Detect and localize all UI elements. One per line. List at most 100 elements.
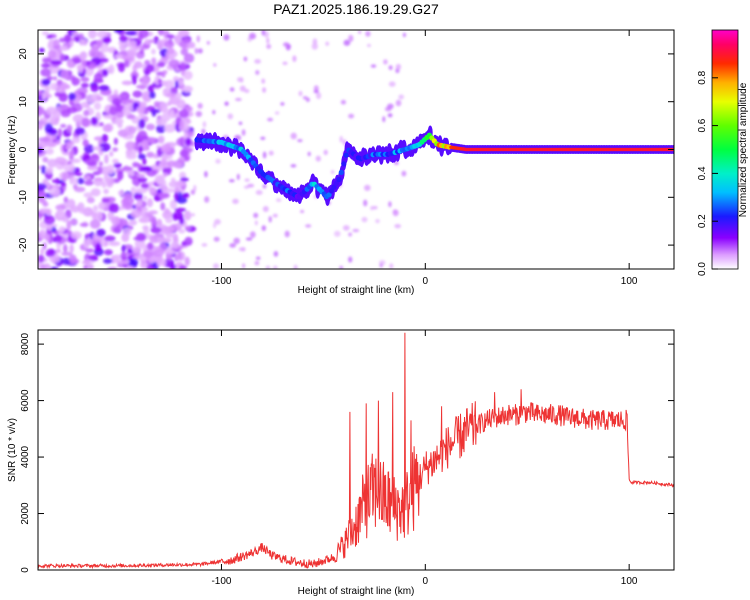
noise-blob — [139, 166, 151, 172]
noise-blob — [66, 106, 78, 114]
noise-blob — [45, 167, 54, 174]
noise-blob — [160, 237, 172, 243]
noise-blob — [106, 176, 115, 186]
noise-blob — [262, 184, 267, 189]
noise-blob — [388, 81, 396, 87]
noise-blob — [96, 228, 106, 237]
noise-blob — [276, 198, 282, 203]
noise-blob — [38, 117, 49, 127]
noise-blob — [39, 265, 48, 269]
noise-blob — [141, 76, 150, 87]
noise-blob — [387, 113, 393, 118]
noise-blob — [268, 216, 272, 223]
noise-blob — [163, 258, 175, 268]
noise-blob — [109, 106, 118, 116]
noise-blob — [273, 251, 279, 257]
noise-blob — [290, 164, 297, 168]
noise-blob — [45, 148, 54, 155]
noise-blob — [167, 160, 177, 168]
noise-blob — [136, 106, 145, 114]
noise-blob — [108, 203, 120, 214]
noise-blob — [52, 45, 61, 50]
noise-blob — [82, 139, 89, 147]
colorbar-tick-label: 0.4 — [697, 166, 708, 180]
noise-blob — [169, 109, 175, 119]
noise-blob — [69, 149, 75, 157]
noise-blob — [134, 238, 146, 249]
noise-blob — [261, 225, 266, 232]
noise-blob — [172, 233, 179, 243]
noise-blob — [104, 235, 116, 242]
noise-blob — [109, 151, 114, 157]
noise-blob — [113, 162, 122, 169]
noise-blob — [255, 256, 261, 260]
noise-blob — [168, 181, 181, 188]
noise-blob — [98, 85, 110, 91]
noise-blob — [388, 201, 392, 208]
snr-x-ticks: -100 0 100 — [211, 330, 638, 587]
noise-blob — [74, 186, 86, 193]
noise-blob — [339, 135, 343, 143]
noise-blob — [62, 243, 68, 254]
noise-blob — [161, 185, 169, 194]
noise-blob — [204, 171, 208, 178]
noise-blob — [112, 158, 119, 164]
noise-blob — [68, 92, 76, 101]
noise-blob — [38, 137, 50, 142]
ridge-core — [326, 192, 332, 198]
noise-blob — [98, 161, 103, 167]
noise-blob — [227, 113, 234, 120]
noise-blob — [184, 236, 193, 246]
noise-blob — [174, 92, 182, 100]
noise-blob — [147, 242, 154, 250]
noise-blob — [151, 57, 157, 65]
noise-blob — [88, 48, 99, 58]
noise-blob — [134, 61, 143, 69]
ridge-core — [331, 184, 337, 190]
noise-blob — [141, 207, 149, 212]
noise-blob — [113, 226, 121, 234]
noise-blob — [157, 135, 165, 144]
noise-blob — [98, 201, 107, 211]
noise-blob — [40, 248, 45, 255]
noise-blob — [195, 111, 203, 117]
noise-blob — [92, 44, 99, 49]
noise-blob — [156, 256, 162, 267]
noise-blob — [121, 80, 133, 86]
noise-blob — [265, 265, 271, 269]
noise-blob — [182, 38, 191, 43]
noise-blob — [128, 40, 137, 49]
noise-blob — [140, 183, 149, 189]
noise-blob — [102, 36, 112, 44]
noise-blob — [178, 229, 186, 234]
noise-blob — [167, 101, 172, 106]
noise-blob — [348, 113, 355, 119]
noise-blob — [142, 250, 154, 258]
noise-blob — [120, 251, 127, 261]
noise-blob — [147, 137, 156, 144]
colorbar-tick-label: 0.6 — [697, 118, 708, 132]
colorbar-label: Normalized spectral amplitude — [738, 82, 749, 217]
noise-blob — [183, 70, 193, 81]
noise-blob — [88, 30, 97, 39]
noise-blob — [50, 60, 63, 66]
noise-blob — [38, 141, 48, 149]
noise-blob — [170, 241, 180, 249]
noise-blob — [46, 34, 53, 39]
noise-blob — [59, 104, 68, 111]
noise-blob — [339, 265, 344, 269]
noise-blob — [184, 256, 190, 266]
noise-blob — [87, 165, 99, 171]
noise-blob — [130, 209, 142, 219]
noise-blob — [383, 59, 388, 65]
noise-blob — [118, 62, 125, 73]
noise-blob — [103, 258, 113, 264]
noise-blob — [72, 136, 81, 144]
noise-blob — [114, 30, 124, 34]
noise-blob — [111, 216, 121, 226]
noise-blob — [184, 156, 190, 161]
noise-blob — [274, 111, 280, 115]
noise-blob — [38, 47, 45, 53]
noise-blob — [261, 78, 266, 84]
